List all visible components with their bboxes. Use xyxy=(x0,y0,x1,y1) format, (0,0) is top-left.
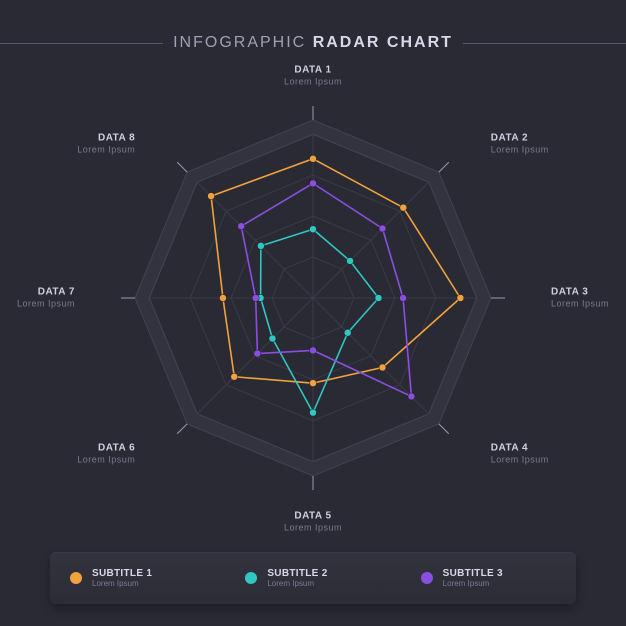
axis-label-text: DATA 5 xyxy=(294,511,331,522)
axis-label: DATA 2Lorem Ipsum xyxy=(491,132,549,157)
axis-label-text: DATA 4 xyxy=(491,442,528,453)
axis-label-sub: Lorem Ipsum xyxy=(17,299,75,311)
legend-bar: SUBTITLE 1Lorem IpsumSUBTITLE 2Lorem Ips… xyxy=(50,552,576,604)
axis-label-sub: Lorem Ipsum xyxy=(284,523,342,535)
title-light: INFOGRAPHIC xyxy=(173,34,306,51)
legend-sub: Lorem Ipsum xyxy=(92,579,152,588)
legend-text: SUBTITLE 2Lorem Ipsum xyxy=(267,568,327,588)
title-bar: INFOGRAPHIC RADAR CHART xyxy=(0,34,626,52)
legend-text: SUBTITLE 3Lorem Ipsum xyxy=(443,568,503,588)
legend-title: SUBTITLE 2 xyxy=(267,568,327,579)
axis-label-text: DATA 2 xyxy=(491,133,528,144)
axis-label: DATA 3Lorem Ipsum xyxy=(551,286,609,311)
axis-label-sub: Lorem Ipsum xyxy=(551,299,609,311)
axis-label-text: DATA 1 xyxy=(294,65,331,76)
axis-label-text: DATA 6 xyxy=(98,442,135,453)
axis-label-sub: Lorem Ipsum xyxy=(77,454,135,466)
legend-text: SUBTITLE 1Lorem Ipsum xyxy=(92,568,152,588)
axis-label: DATA 5Lorem Ipsum xyxy=(284,510,342,535)
axis-label-text: DATA 7 xyxy=(38,287,75,298)
axis-label-text: DATA 8 xyxy=(98,133,135,144)
axis-label: DATA 8Lorem Ipsum xyxy=(77,132,135,157)
axis-label-sub: Lorem Ipsum xyxy=(284,77,342,89)
axis-label-sub: Lorem Ipsum xyxy=(77,145,135,157)
legend-item: SUBTITLE 2Lorem Ipsum xyxy=(225,568,400,588)
legend-item: SUBTITLE 1Lorem Ipsum xyxy=(50,568,225,588)
legend-dot-icon xyxy=(70,572,82,584)
axis-label: DATA 4Lorem Ipsum xyxy=(491,441,549,466)
page-title: INFOGRAPHIC RADAR CHART xyxy=(173,34,453,52)
legend-dot-icon xyxy=(245,572,257,584)
legend-title: SUBTITLE 1 xyxy=(92,568,152,579)
axis-label-sub: Lorem Ipsum xyxy=(491,454,549,466)
axis-label: DATA 1Lorem Ipsum xyxy=(284,64,342,89)
axis-label-text: DATA 3 xyxy=(551,287,588,298)
title-rule-left xyxy=(0,43,163,44)
axis-label: DATA 6Lorem Ipsum xyxy=(77,441,135,466)
title-rule-right xyxy=(463,43,626,44)
title-strong: RADAR CHART xyxy=(313,34,453,51)
legend-title: SUBTITLE 3 xyxy=(443,568,503,579)
legend-item: SUBTITLE 3Lorem Ipsum xyxy=(401,568,576,588)
legend-dot-icon xyxy=(421,572,433,584)
axis-label-sub: Lorem Ipsum xyxy=(491,145,549,157)
radar-chart: DATA 1Lorem IpsumDATA 2Lorem IpsumDATA 3… xyxy=(0,60,626,536)
legend-sub: Lorem Ipsum xyxy=(443,579,503,588)
axis-label: DATA 7Lorem Ipsum xyxy=(17,286,75,311)
legend-sub: Lorem Ipsum xyxy=(267,579,327,588)
